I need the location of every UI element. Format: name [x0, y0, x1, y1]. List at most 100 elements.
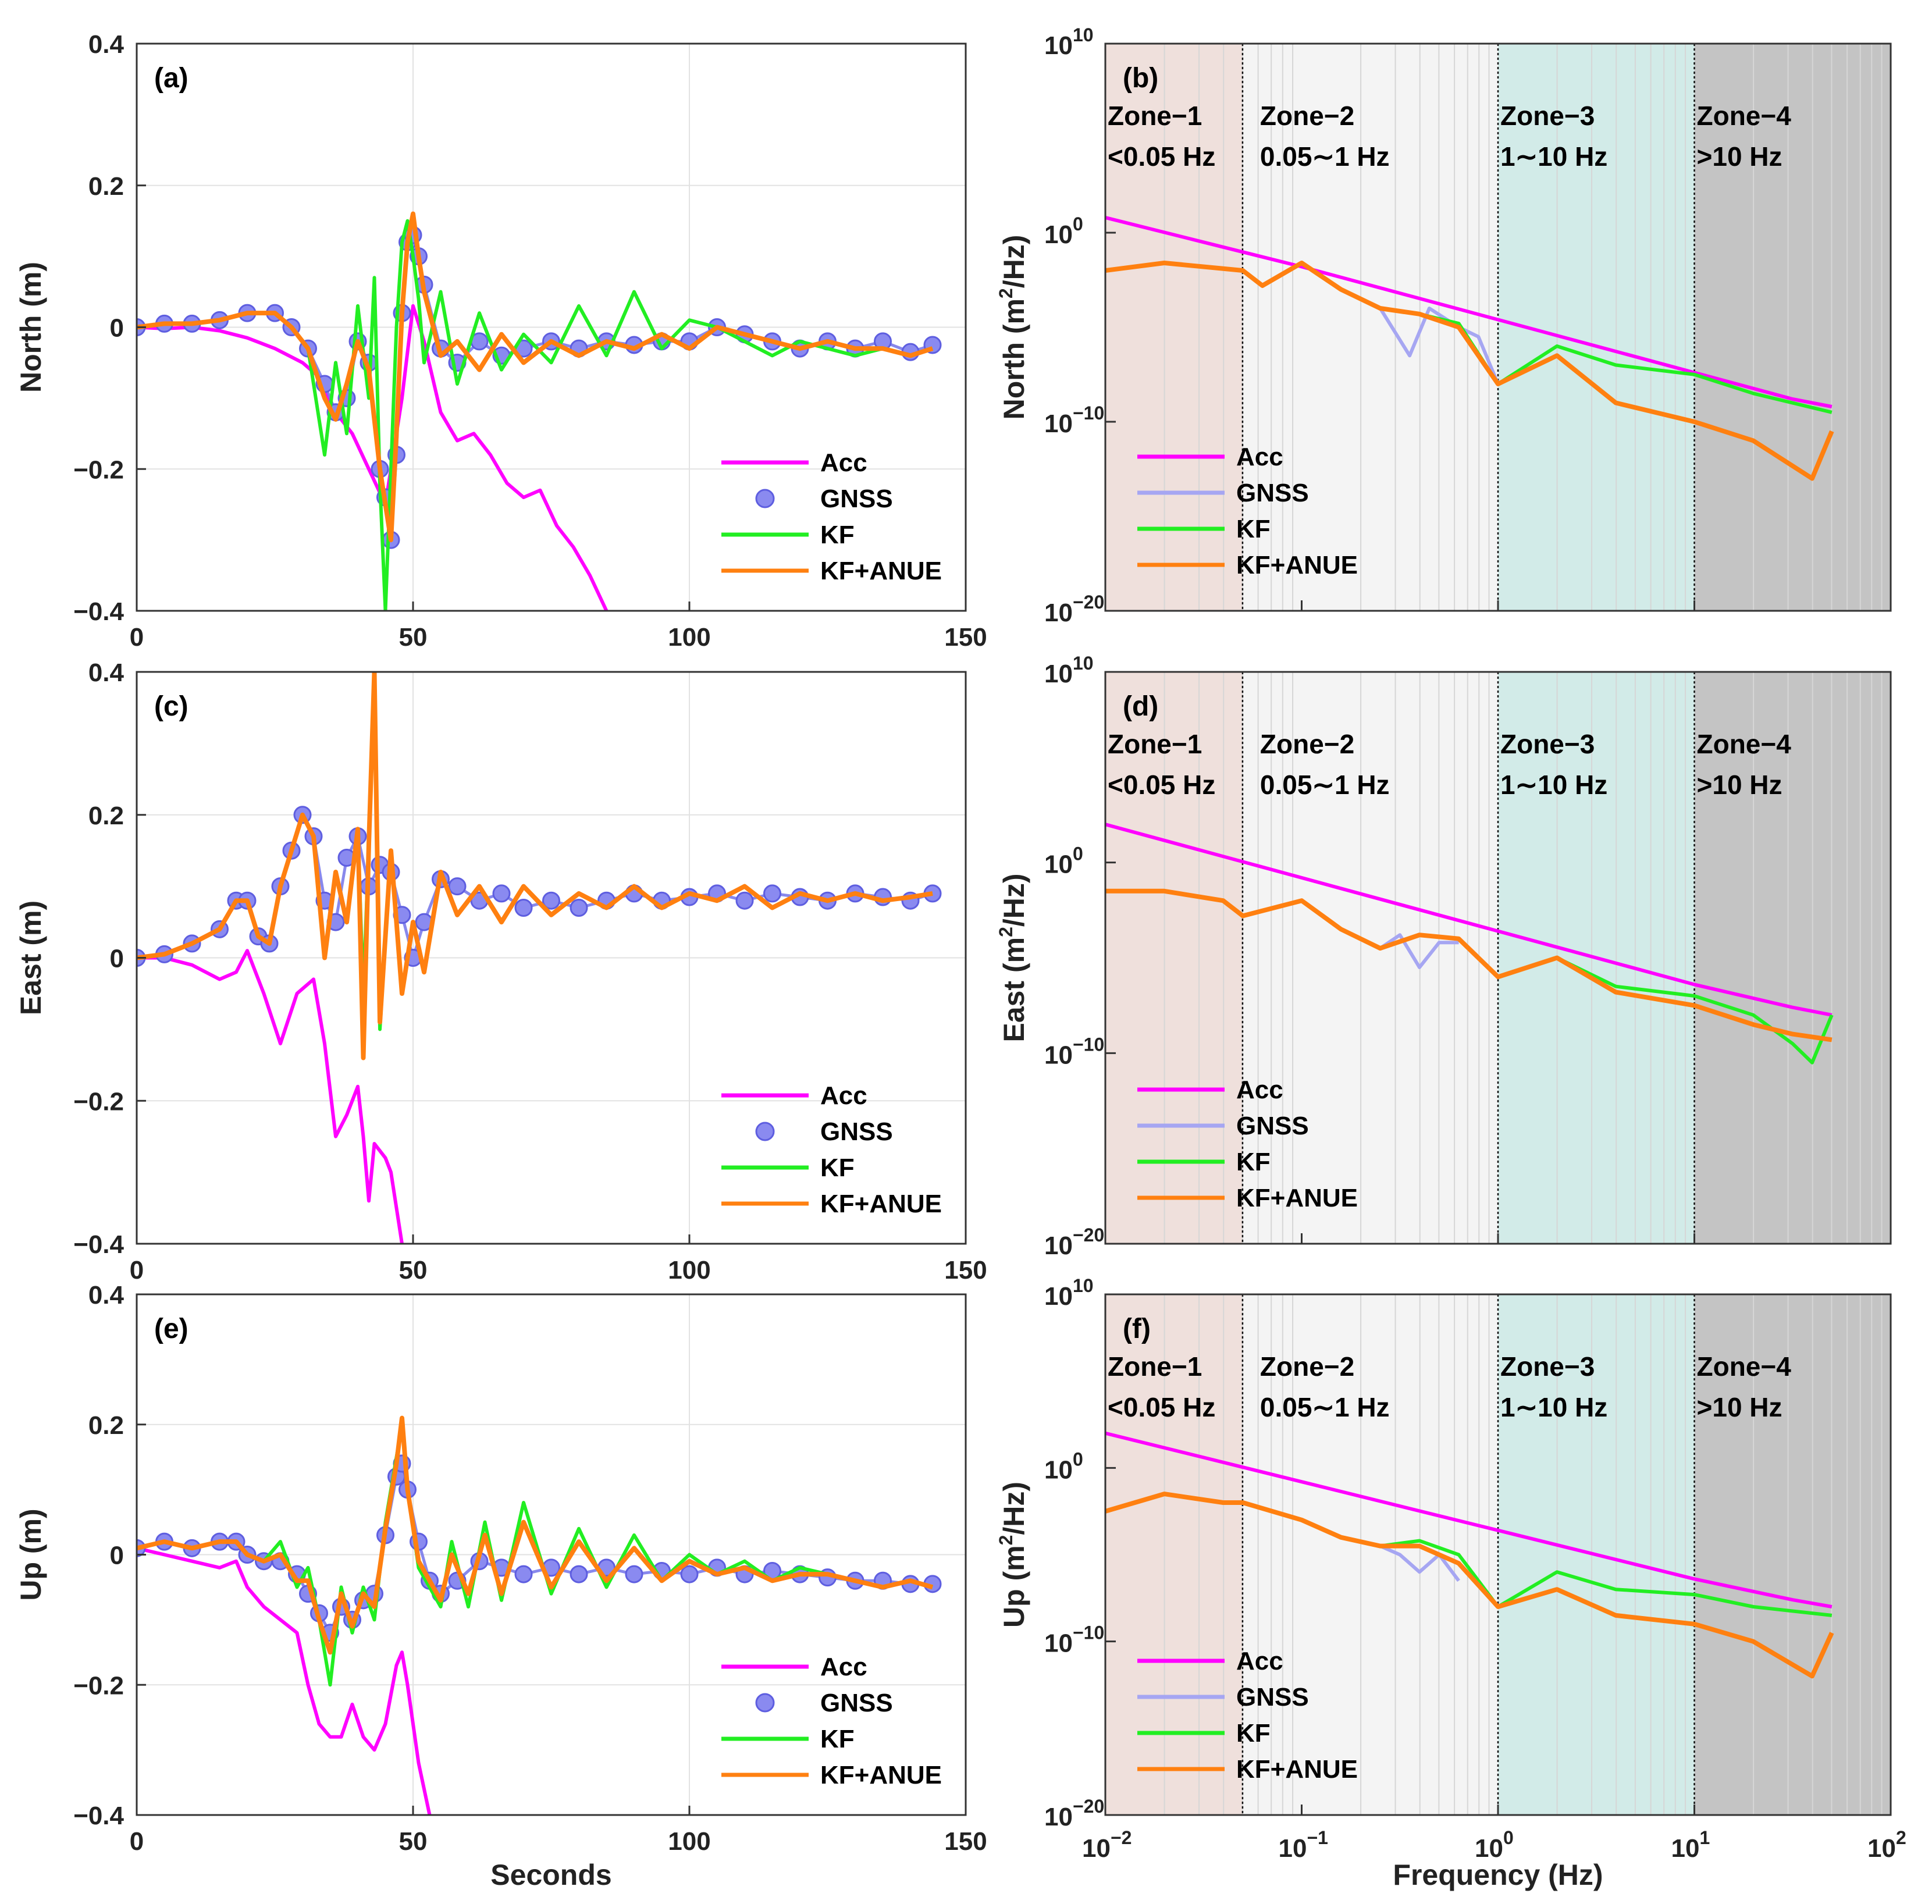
legend-label: Acc [1236, 1076, 1283, 1104]
chart-d: Zone−1 <0.05 Hz Zone−2 0.05∼1 Hz Zone−3 1∼10 … [995, 653, 1892, 1260]
x-tick-label: 10−1 [1279, 1827, 1328, 1863]
gnss-marker [542, 891, 560, 910]
series-line-acc [1105, 1431, 1833, 1608]
gnss-marker [514, 898, 533, 917]
x-tick-label: 50 [399, 623, 428, 652]
zone-range-3: 1∼10 Hz [1500, 141, 1607, 172]
panel-label: (c) [154, 691, 188, 722]
series-group [137, 211, 942, 611]
y-tick-label: 0 [110, 945, 124, 973]
zone-name-4: Zone−4 [1697, 101, 1792, 131]
legend: Acc GNSS KF KF+ANUE [721, 1653, 942, 1789]
gnss-marker [448, 877, 467, 896]
gnss-marker [735, 891, 754, 910]
series-group [137, 672, 942, 1244]
legend-label: GNSS [1236, 1683, 1309, 1711]
zone-name-1: Zone−1 [1108, 101, 1202, 131]
legend: Acc GNSS KF KF+ANUE [1137, 1647, 1358, 1784]
x-tick-label: 10−2 [1082, 1827, 1132, 1863]
zone-range-2: 0.05∼1 Hz [1260, 141, 1390, 172]
y-tick-label: 10−10 [1044, 1034, 1104, 1069]
series-line-kf-anue [1105, 261, 1834, 481]
legend-label: KF [820, 521, 855, 549]
x-tick-label: 50 [399, 1256, 428, 1284]
panel-label: (a) [154, 63, 188, 94]
chart-e: −0.4 −0.2 0 0.2 0.4 0 50 100 150 Up (m) Seconds (e)… [15, 1281, 987, 1891]
y-tick-label: 10−10 [1044, 403, 1104, 438]
y-tick-label: 10−20 [1044, 1796, 1104, 1831]
zone-band-4 [1694, 672, 1891, 1244]
x-tick-label: 150 [944, 1256, 987, 1284]
legend-label: KF [820, 1725, 855, 1753]
zone-name-1: Zone−1 [1108, 1351, 1202, 1382]
zone-name-3: Zone−3 [1500, 101, 1595, 131]
chart-a: −0.4 −0.2 0 0.2 0.4 0 50 100 150 North (m) (a) Acc G… [15, 30, 987, 652]
zone-band-1 [1105, 44, 1243, 611]
y-tick-label: 0.2 [88, 802, 124, 830]
zone-name-2: Zone−2 [1260, 101, 1354, 131]
gnss-marker [680, 1565, 699, 1583]
gnss-marker [514, 1565, 533, 1583]
legend-label: GNSS [820, 1689, 893, 1717]
zone-range-1: <0.05 Hz [1108, 770, 1215, 800]
y-axis-label: Up (m) [15, 1508, 47, 1600]
legend-label: KF+ANUE [820, 557, 942, 585]
zone-range-2: 0.05∼1 Hz [1260, 1392, 1390, 1422]
zone-name-2: Zone−2 [1260, 729, 1354, 759]
panel-label: (e) [154, 1314, 188, 1344]
series-line-acc [137, 949, 404, 1244]
zone-name-4: Zone−4 [1697, 1351, 1792, 1382]
zone-name-1: Zone−1 [1108, 729, 1202, 759]
legend-label: KF+ANUE [820, 1761, 942, 1789]
y-tick-label: 0.4 [88, 659, 124, 687]
y-tick-label: 100 [1044, 1449, 1083, 1484]
y-tick-label: 10−10 [1044, 1622, 1104, 1658]
x-tick-label: 102 [1867, 1827, 1906, 1863]
zone-band-1 [1105, 672, 1243, 1244]
panel-label: (b) [1123, 63, 1158, 94]
legend: Acc GNSS KF KF+ANUE [1137, 443, 1358, 579]
y-axis-label: North (m) [15, 262, 47, 393]
zone-band-4 [1694, 44, 1891, 611]
series-group [1105, 1431, 1834, 1679]
x-tick-label: 100 [668, 623, 710, 652]
legend-label: Acc [820, 1081, 867, 1110]
series-line-acc [1105, 216, 1833, 408]
gnss-marker [570, 898, 588, 917]
legend-label: GNSS [820, 485, 893, 513]
gnss-marker [625, 1565, 643, 1583]
y-tick-label: 10−20 [1044, 592, 1104, 627]
x-tick-label: 0 [130, 1256, 144, 1284]
x-tick-label: 50 [399, 1827, 428, 1856]
zone-name-3: Zone−3 [1500, 729, 1595, 759]
legend-label: Acc [1236, 1647, 1283, 1675]
y-tick-label: 0.2 [88, 1411, 124, 1440]
y-axis-label: North (m2/Hz) [995, 235, 1030, 420]
zone-range-1: <0.05 Hz [1108, 141, 1215, 172]
x-axis-label: Frequency (Hz) [1393, 1859, 1603, 1891]
legend-label: GNSS [1236, 479, 1309, 507]
series-line-acc [137, 1546, 432, 1815]
chart-b: Zone−1 <0.05 Hz Zone−2 0.05∼1 Hz Zone−3 1∼10 … [995, 24, 1892, 627]
zone-band-4 [1694, 1294, 1891, 1815]
x-tick-label: 100 [668, 1256, 710, 1284]
y-axis-label: East (m) [15, 901, 47, 1015]
series-group [1105, 823, 1834, 1065]
y-tick-label: 0 [110, 314, 124, 343]
legend-label: KF+ANUE [1236, 551, 1358, 579]
x-tick-label: 100 [1475, 1827, 1514, 1863]
y-tick-label: 10−20 [1044, 1225, 1104, 1260]
x-tick-label: 101 [1671, 1827, 1710, 1863]
series-line-acc [1105, 823, 1833, 1017]
y-tick-label: 0.2 [88, 172, 124, 201]
legend-label: KF+ANUE [820, 1190, 942, 1218]
y-axis-label: Up (m2/Hz) [995, 1482, 1030, 1628]
legend-label: KF [1236, 515, 1271, 543]
x-tick-label: 150 [944, 623, 987, 652]
legend-label: Acc [820, 1653, 867, 1681]
gnss-marker [570, 1565, 588, 1583]
zone-range-1: <0.05 Hz [1108, 1392, 1215, 1422]
x-tick-label: 150 [944, 1827, 987, 1856]
legend-marker-gnss [755, 489, 775, 508]
series-group [137, 1415, 942, 1815]
